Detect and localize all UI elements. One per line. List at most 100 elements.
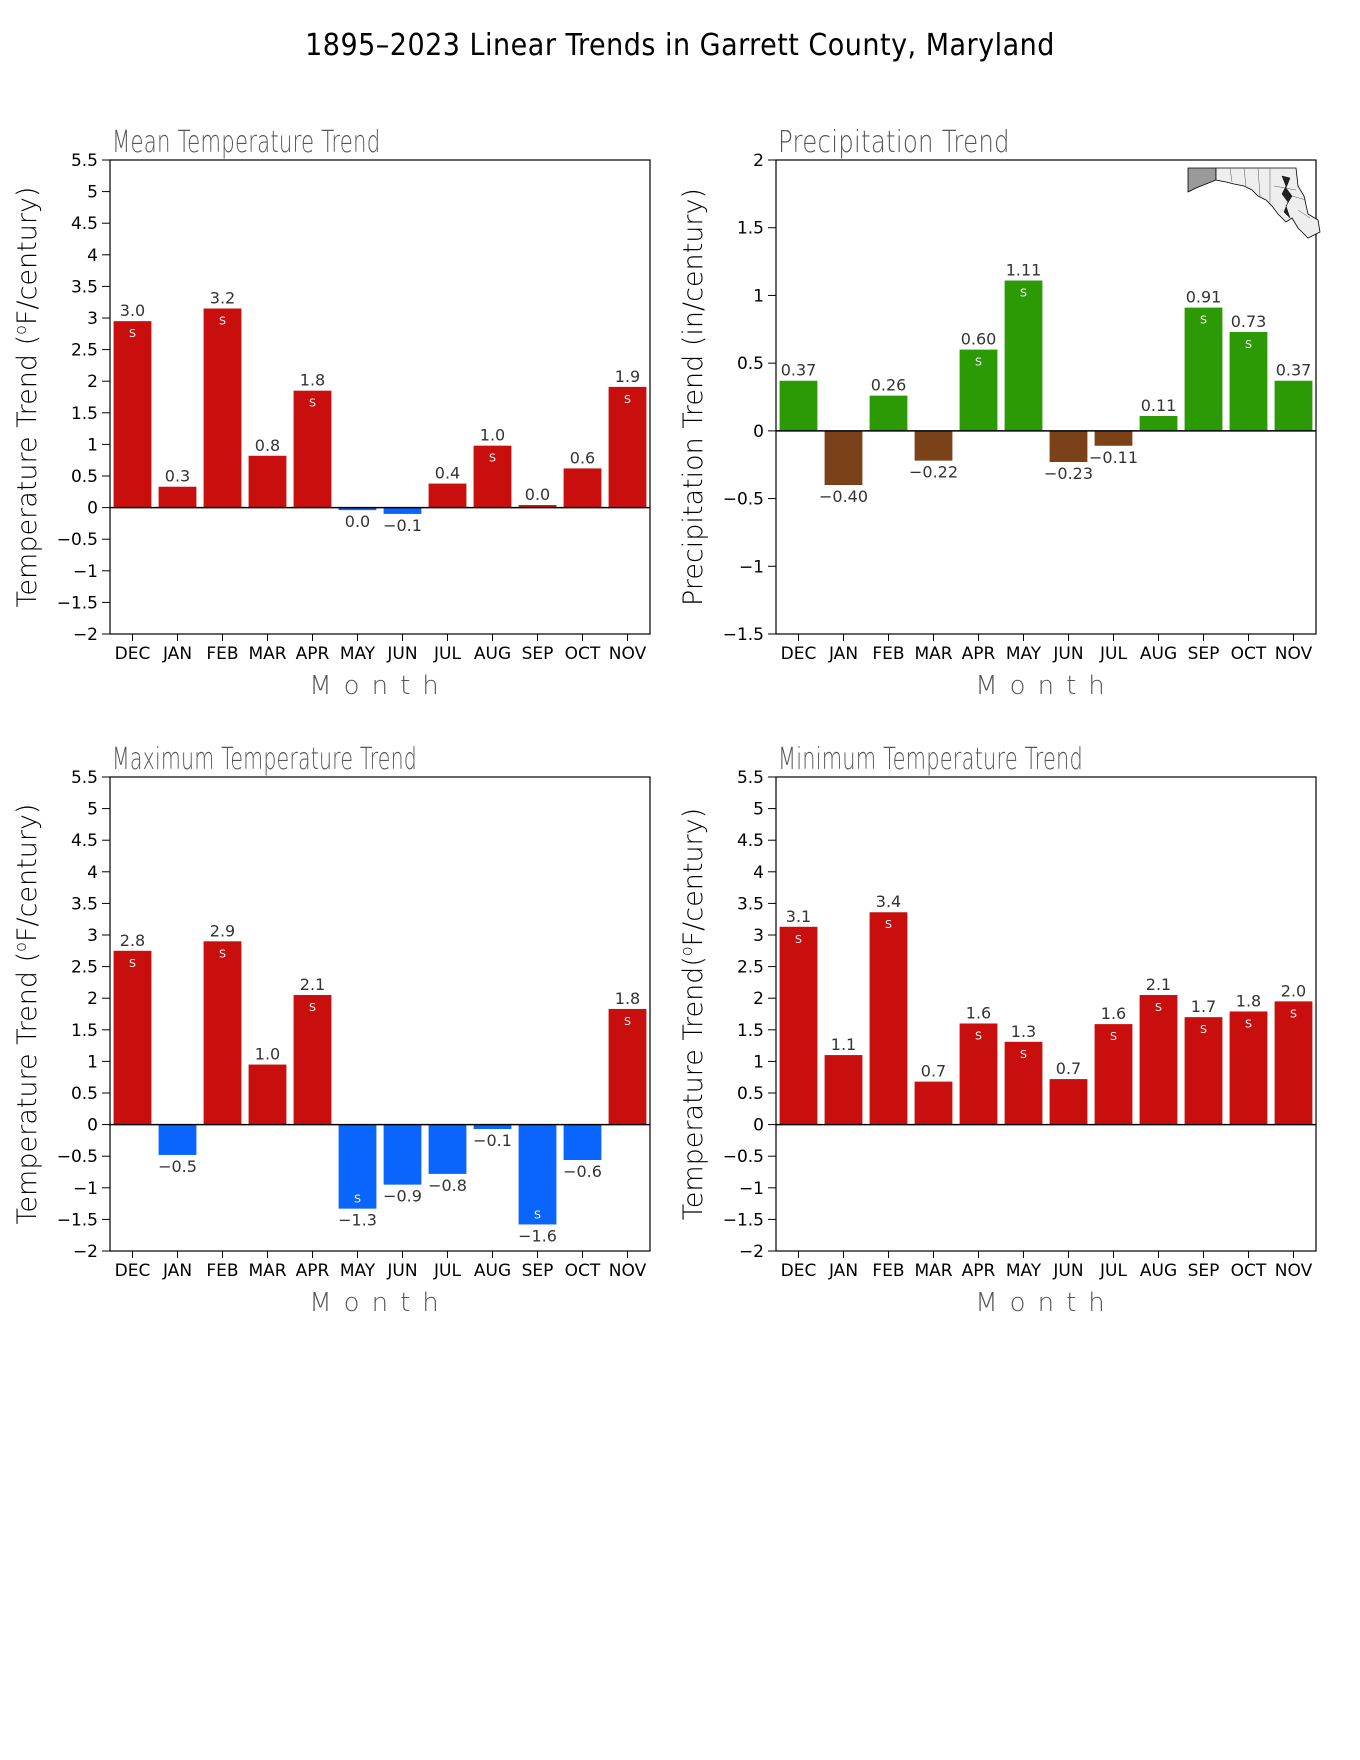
y-tick-label: 1	[753, 1052, 764, 1072]
bar	[779, 926, 818, 1125]
bar	[914, 430, 953, 461]
bar	[959, 1023, 998, 1125]
significance-marker: S	[624, 393, 631, 406]
y-tick-label: 4	[87, 246, 98, 266]
x-tick-label: AUG	[474, 1261, 511, 1281]
chart-title: Precipitation Trend	[778, 125, 1010, 160]
x-tick-label: JAN	[162, 644, 192, 664]
y-tick-label: 0	[753, 1116, 764, 1136]
y-tick-label: 3	[87, 309, 98, 329]
bar	[473, 445, 512, 508]
x-tick-label: JAN	[162, 1261, 192, 1281]
y-tick-label: 0	[753, 422, 764, 442]
y-tick-label: 1.5	[737, 219, 764, 239]
y-tick-label: −2	[73, 625, 98, 645]
y-tick-label: −0.5	[723, 1147, 764, 1167]
x-tick-label: OCT	[565, 644, 601, 664]
plot-frame	[775, 776, 1317, 1252]
y-tick-label: 5.5	[71, 768, 98, 788]
bar	[1049, 1079, 1088, 1125]
x-tick-label: AUG	[1140, 644, 1177, 664]
bar	[608, 1008, 647, 1125]
significance-marker: S	[1200, 314, 1207, 327]
significance-marker: S	[309, 397, 316, 410]
bar	[824, 430, 863, 486]
x-tick-label: APR	[962, 1261, 996, 1281]
bar	[608, 386, 647, 508]
x-tick-label: MAR	[914, 1261, 952, 1281]
bar	[473, 1124, 512, 1130]
chart-title: Minimum Temperature Trend	[778, 742, 1083, 777]
x-tick-label: APR	[296, 644, 330, 664]
x-tick-label: JUL	[433, 644, 461, 664]
y-tick-label: 1.5	[71, 404, 98, 424]
data-label: −0.11	[1089, 448, 1138, 467]
data-label: 0.91	[1186, 288, 1222, 307]
bar	[1004, 280, 1043, 431]
x-tick-label: OCT	[1231, 1261, 1267, 1281]
bar	[869, 395, 908, 431]
bar	[1184, 1017, 1223, 1125]
y-tick-label: 0	[87, 499, 98, 519]
bar	[1229, 331, 1268, 431]
y-tick-label: 2	[753, 151, 764, 171]
bar	[959, 349, 998, 431]
data-label: 1.7	[1191, 997, 1216, 1016]
chart-mean: Mean Temperature Trend −2 −1.5 −1 −0.5 0 0.5 1 1…	[11, 125, 651, 701]
y-tick-label: 1.5	[71, 1021, 98, 1041]
data-label: 1.8	[1236, 991, 1261, 1010]
x-tick-label: MAY	[1006, 644, 1042, 664]
data-label: 1.0	[480, 426, 505, 445]
x-tick-label: NOV	[1275, 1261, 1313, 1281]
x-tick-label: JUN	[386, 1261, 417, 1281]
y-tick-label: 2	[753, 989, 764, 1009]
data-label: 3.2	[210, 289, 235, 308]
bar	[518, 1124, 557, 1225]
y-tick-label: 0	[87, 1116, 98, 1136]
x-tick-label: JUN	[1052, 644, 1083, 664]
data-label: −0.22	[909, 463, 958, 482]
x-tick-label: JAN	[828, 1261, 858, 1281]
y-tick-label: 3	[87, 926, 98, 946]
y-tick-label: 3	[753, 926, 764, 946]
bar	[779, 380, 818, 431]
bar	[158, 1124, 197, 1155]
chart-min: Minimum Temperature Trend −2 −1.5 −1 −0.5 0 0.…	[677, 742, 1317, 1318]
significance-marker: S	[219, 947, 226, 960]
x-tick-label: SEP	[1188, 1261, 1220, 1281]
bar	[383, 1124, 422, 1185]
bar	[203, 941, 242, 1125]
data-label: 0.37	[1276, 361, 1312, 380]
y-tick-label: −1	[73, 1179, 98, 1199]
bar	[293, 995, 332, 1125]
y-tick-label: 2	[87, 372, 98, 392]
x-tick-label: MAR	[914, 644, 952, 664]
y-tick-label: 3.5	[737, 894, 764, 914]
x-tick-label: APR	[962, 644, 996, 664]
y-tick-label: 0.5	[737, 1084, 764, 1104]
x-tick-label: JUL	[1099, 1261, 1127, 1281]
x-axis-label: Month	[309, 671, 451, 701]
y-tick-label: 1	[753, 286, 764, 306]
y-tick-label: 0.5	[737, 354, 764, 374]
bar	[1139, 415, 1178, 431]
bar	[824, 1055, 863, 1125]
significance-marker: S	[1110, 1030, 1117, 1043]
x-tick-label: SEP	[522, 1261, 554, 1281]
data-label: 0.60	[961, 330, 997, 349]
y-tick-label: −1	[739, 1179, 764, 1199]
bar	[518, 505, 557, 508]
y-tick-label: −0.5	[723, 490, 764, 510]
data-label: −0.40	[819, 487, 868, 506]
x-tick-label: OCT	[1231, 644, 1267, 664]
bar	[338, 507, 377, 511]
bar	[338, 1124, 377, 1209]
data-label: −0.6	[563, 1162, 602, 1181]
data-label: 0.11	[1141, 396, 1177, 415]
bar	[428, 1124, 467, 1174]
x-tick-label: FEB	[872, 644, 904, 664]
y-tick-label: 0.5	[71, 467, 98, 487]
y-axis-label: Temperature Trend (oF/century)	[11, 187, 43, 608]
data-label: 1.8	[615, 989, 640, 1008]
y-tick-label: 5.5	[737, 768, 764, 788]
